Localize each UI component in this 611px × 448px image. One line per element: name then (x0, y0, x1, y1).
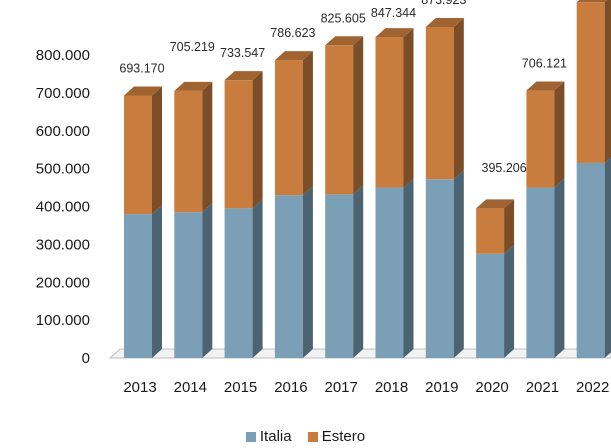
bar-top-estero-2020 (476, 199, 515, 209)
x-tick-label-2014: 2014 (174, 379, 207, 396)
bar-estero-2013 (124, 95, 152, 215)
bar-estero-2017 (325, 45, 354, 195)
x-tick-label-2017: 2017 (325, 379, 358, 396)
y-tick-label: 800.000 (36, 47, 90, 64)
legend-label-italia: Italia (259, 428, 292, 445)
bar-top-estero-2013 (124, 86, 162, 96)
y-tick-label: 400.000 (36, 199, 90, 216)
data-labels: 693.170 705.219 733.547 786.623 825.605 847.3… (119, 0, 567, 175)
bar-side-estero-2022 (604, 0, 611, 163)
bar-side-italia-2020 (504, 244, 515, 358)
y-tick-label: 600.000 (36, 123, 90, 140)
x-tick-label-2022: 2022 (576, 379, 609, 396)
bar-italia-2022 (576, 162, 605, 358)
bar-top-estero-2018 (375, 28, 414, 38)
legend-swatch-italia (245, 431, 256, 442)
bar-top-estero-2016 (274, 51, 313, 61)
y-tick-label: 700.000 (36, 85, 90, 102)
bar-italia-2013 (124, 214, 152, 358)
bar-italia-2020 (476, 253, 505, 358)
bar-estero-2018 (375, 37, 404, 188)
bar-side-italia-2013 (152, 205, 162, 358)
bar-italia-2019 (425, 179, 454, 358)
total-label-2020: 395.206 (482, 161, 527, 175)
total-label-2013: 693.170 (119, 61, 164, 75)
bar-side-estero-2018 (403, 28, 414, 188)
bar-estero-2014 (174, 90, 203, 213)
bars (124, 0, 611, 358)
legend-swatch-estero (307, 431, 318, 442)
bar-top-estero-2017 (325, 36, 364, 46)
bar-italia-2015 (224, 208, 253, 358)
bar-side-italia-2014 (202, 203, 213, 358)
x-tick-label-2016: 2016 (274, 379, 307, 396)
bar-estero-2016 (274, 60, 303, 196)
bar-italia-2014 (174, 212, 203, 358)
y-tick-label: 0 (82, 350, 90, 367)
bar-italia-2021 (526, 187, 555, 358)
bar-italia-2017 (325, 194, 354, 358)
x-tick-label-2021: 2021 (526, 379, 559, 396)
x-tick-label-2013: 2013 (123, 379, 156, 396)
bar-side-italia-2017 (353, 185, 364, 358)
y-tick-label: 100.000 (36, 312, 90, 329)
bar-side-estero-2021 (554, 81, 565, 188)
bar-top-estero-2022 (576, 0, 608, 3)
bar-side-italia-2016 (302, 186, 313, 358)
x-tick-label-2015: 2015 (224, 379, 257, 396)
bar-italia-2018 (375, 187, 404, 358)
bar-estero-2015 (224, 80, 253, 209)
bar-estero-2022 (576, 2, 605, 163)
y-axis: 0 100.000 200.000 300.000 400.000 500.000 600.… (36, 47, 90, 367)
x-tick-label-2019: 2019 (425, 379, 458, 396)
y-tick-label: 500.000 (36, 161, 90, 178)
legend: Italia Estero (0, 428, 611, 446)
legend-item-italia: Italia (245, 428, 292, 445)
y-tick-label: 300.000 (36, 236, 90, 253)
total-label-2018: 847.344 (371, 6, 416, 20)
bar-side-estero-2016 (302, 51, 313, 196)
x-axis: 2013 2014 2015 2016 2017 2018 2019 2020 2021 2022 (123, 379, 609, 396)
total-label-2021: 706.121 (522, 57, 567, 71)
total-label-2019: 873.923 (421, 0, 466, 7)
bar-top-estero-2019 (425, 18, 464, 28)
legend-item-estero: Estero (307, 428, 366, 445)
bar-side-estero-2019 (453, 18, 464, 180)
bar-estero-2021 (526, 90, 555, 188)
bar-side-italia-2021 (554, 178, 565, 358)
y-tick-label: 200.000 (36, 274, 90, 291)
total-label-2017: 825.605 (321, 11, 366, 25)
bar-side-estero-2014 (202, 81, 213, 213)
bar-side-estero-2015 (252, 71, 263, 209)
bar-side-italia-2022 (604, 157, 611, 358)
bar-top-estero-2021 (526, 81, 565, 91)
bar-side-estero-2013 (152, 86, 162, 215)
total-label-2015: 733.547 (220, 46, 265, 60)
bar-top-estero-2015 (224, 71, 263, 81)
bar-top-estero-2014 (174, 81, 213, 91)
x-tick-label-2020: 2020 (475, 379, 508, 396)
bar-estero-2019 (425, 27, 454, 180)
total-label-2016: 786.623 (270, 26, 315, 40)
bar-side-italia-2019 (453, 170, 464, 358)
bar-side-estero-2020 (504, 199, 515, 254)
bar-side-italia-2018 (403, 178, 414, 358)
total-label-2014: 705.219 (170, 40, 215, 54)
legend-label-estero: Estero (321, 428, 366, 445)
bar-italia-2016 (274, 195, 303, 358)
bar-side-estero-2017 (353, 36, 364, 195)
bar-side-italia-2015 (252, 199, 263, 358)
bar-estero-2020 (476, 208, 505, 254)
x-tick-label-2018: 2018 (375, 379, 408, 396)
